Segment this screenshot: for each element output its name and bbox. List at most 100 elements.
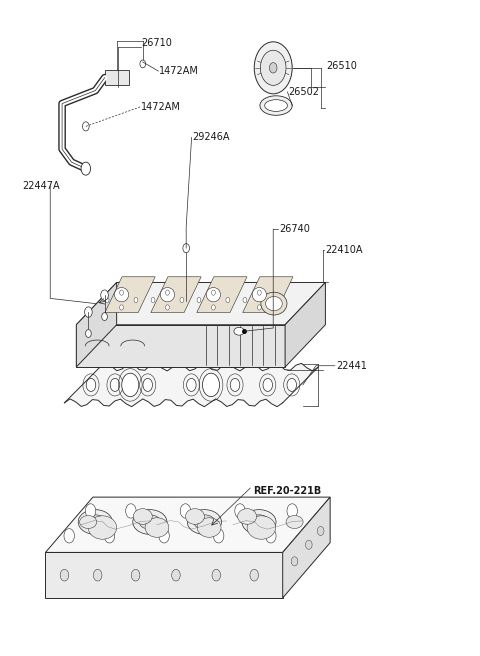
Ellipse shape [247,516,276,539]
Ellipse shape [194,515,215,529]
Circle shape [110,379,120,392]
Circle shape [261,51,286,85]
Circle shape [83,122,89,131]
Ellipse shape [185,508,204,524]
Text: 29246A: 29246A [192,133,230,142]
Ellipse shape [248,515,270,529]
Polygon shape [46,497,330,552]
Circle shape [203,373,219,397]
Circle shape [140,60,145,68]
Circle shape [187,379,196,392]
Circle shape [183,243,190,253]
Text: REF.20-221B: REF.20-221B [253,485,322,496]
Circle shape [85,329,91,337]
Circle shape [235,504,245,518]
Circle shape [269,62,277,73]
Polygon shape [64,363,318,407]
Polygon shape [46,552,283,598]
Ellipse shape [160,287,175,302]
Ellipse shape [139,515,160,529]
Polygon shape [76,325,285,367]
Circle shape [180,504,191,518]
Circle shape [105,297,109,302]
Circle shape [166,290,169,295]
Circle shape [263,379,273,392]
Text: 22441: 22441 [336,361,367,371]
Circle shape [101,290,108,300]
Circle shape [214,529,224,543]
Circle shape [287,504,298,518]
Polygon shape [243,277,293,312]
Circle shape [85,504,96,518]
Circle shape [212,569,220,581]
Polygon shape [105,277,155,312]
Circle shape [81,162,91,175]
Text: 22447A: 22447A [22,181,60,191]
Circle shape [230,379,240,392]
Bar [105,70,129,85]
Ellipse shape [238,508,257,524]
Ellipse shape [80,516,96,529]
Circle shape [126,504,136,518]
Circle shape [151,297,155,302]
Polygon shape [283,497,330,598]
Polygon shape [151,277,201,312]
Circle shape [305,540,312,549]
Circle shape [120,290,123,295]
Circle shape [317,526,324,535]
Ellipse shape [206,287,220,302]
Circle shape [143,379,153,392]
Ellipse shape [133,508,152,524]
Circle shape [212,305,216,310]
Circle shape [257,305,261,310]
Circle shape [180,297,184,302]
Circle shape [212,290,216,295]
Circle shape [287,379,297,392]
Ellipse shape [197,518,221,537]
Ellipse shape [264,100,288,112]
Circle shape [254,42,292,94]
Ellipse shape [260,96,292,115]
Circle shape [197,297,201,302]
Text: 26502: 26502 [288,87,319,97]
Circle shape [226,297,230,302]
Circle shape [250,569,259,581]
Circle shape [257,290,261,295]
Ellipse shape [88,516,117,539]
Circle shape [94,569,102,581]
Ellipse shape [84,515,106,529]
Circle shape [134,297,138,302]
Circle shape [291,557,298,566]
Circle shape [84,307,92,318]
Polygon shape [285,283,325,367]
Text: 26710: 26710 [141,38,172,48]
Ellipse shape [78,510,112,535]
Ellipse shape [265,297,282,311]
Circle shape [272,297,276,302]
Circle shape [104,529,115,543]
Text: 26740: 26740 [279,224,310,234]
Text: 1472AM: 1472AM [141,102,181,112]
Circle shape [265,529,276,543]
Circle shape [64,529,74,543]
Ellipse shape [252,287,266,302]
Ellipse shape [242,510,276,535]
Circle shape [166,305,169,310]
Text: 22410A: 22410A [325,245,363,255]
Polygon shape [76,283,117,367]
Ellipse shape [187,510,221,535]
Ellipse shape [261,292,287,315]
Text: 26510: 26510 [326,61,357,71]
Ellipse shape [114,287,129,302]
Circle shape [102,313,108,321]
Circle shape [132,569,140,581]
Ellipse shape [234,327,244,335]
Circle shape [159,529,169,543]
Polygon shape [197,277,247,312]
Circle shape [122,373,139,397]
Circle shape [120,305,123,310]
Text: 1472AM: 1472AM [159,66,199,76]
Polygon shape [76,283,325,325]
Circle shape [60,569,69,581]
Ellipse shape [286,516,303,529]
